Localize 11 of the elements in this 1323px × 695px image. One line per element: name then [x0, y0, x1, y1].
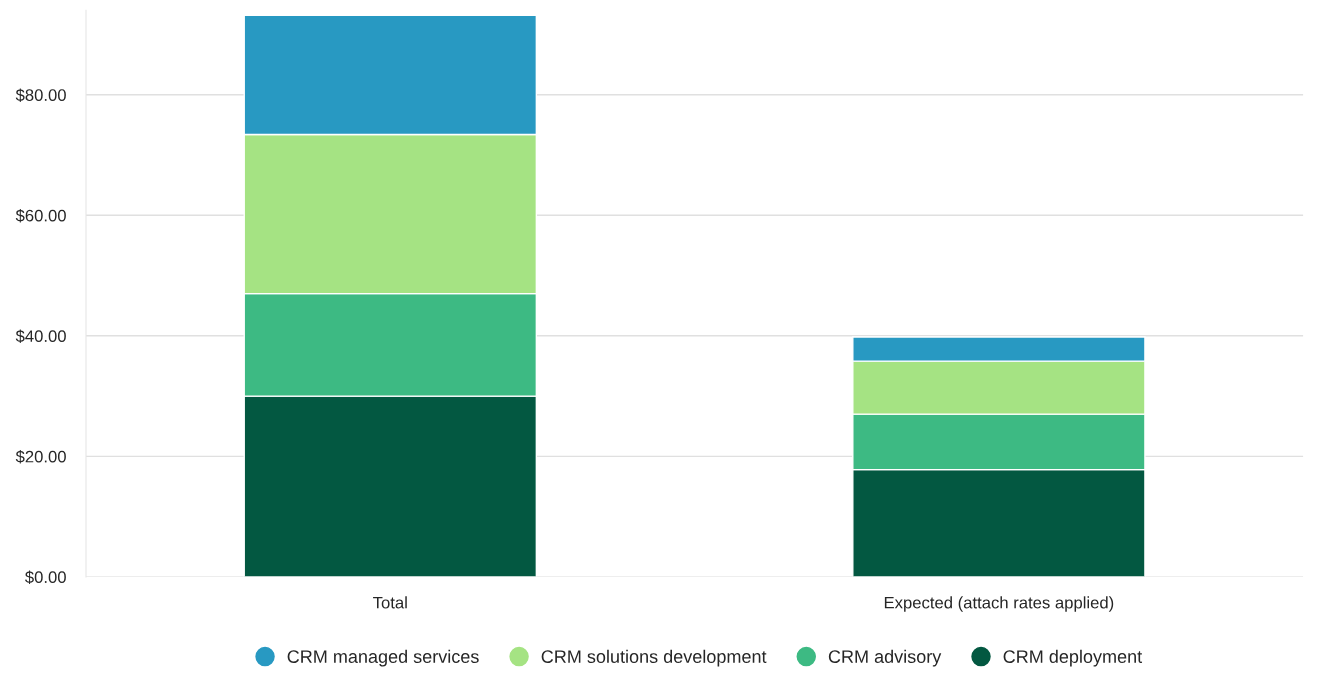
y-tick-label: $80.00 [15, 88, 66, 102]
y-tick-label: $0.00 [25, 570, 66, 585]
legend-label: CRM deployment [1003, 649, 1143, 667]
y-tick-label: $60.00 [15, 209, 66, 223]
y-tick-label: $40.00 [15, 329, 66, 344]
legend-label: CRM managed services [287, 649, 479, 667]
legend-label: CRM solutions development [541, 649, 767, 667]
legend-label: CRM advisory [828, 649, 942, 667]
x-tick-label: Expected (attach rates applied) [884, 596, 1114, 612]
x-tick-label: Total [373, 596, 407, 609]
y-tick-label: $20.00 [15, 450, 66, 464]
